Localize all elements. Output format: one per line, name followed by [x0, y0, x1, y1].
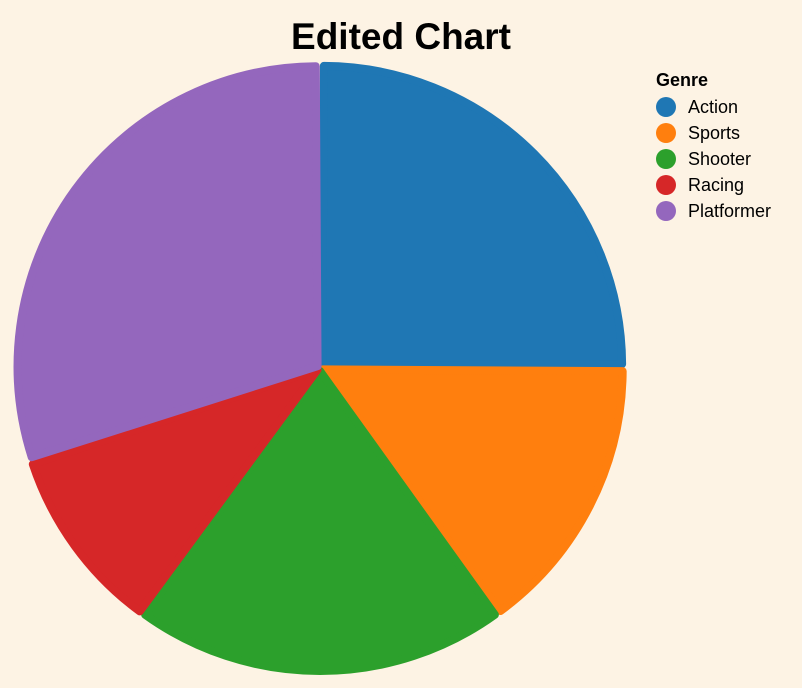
legend-swatch-platformer	[656, 201, 676, 221]
legend-items: Action Sports Shooter Racing Platformer	[656, 94, 771, 224]
legend-label-racing: Racing	[688, 175, 745, 195]
pie-slice-shooter[interactable]	[141, 367, 499, 675]
legend-swatch-action	[656, 97, 676, 117]
legend-item-action[interactable]: Action	[656, 94, 771, 120]
pie-slice-sports[interactable]	[318, 365, 627, 616]
pie-slice-action[interactable]	[318, 61, 627, 370]
legend-item-platformer[interactable]: Platformer	[656, 198, 771, 224]
legend-label-action: Action	[688, 97, 739, 117]
legend-item-racing[interactable]: Racing	[656, 172, 771, 198]
legend-swatch-racing	[656, 175, 676, 195]
legend-title: Genre	[656, 70, 709, 90]
pie-slice-platformer[interactable]	[13, 62, 322, 462]
chart-title: Edited Chart	[291, 16, 511, 57]
legend-label-platformer: Platformer	[688, 201, 772, 221]
legend: Genre Action Sports Shooter Racing Platforme…	[656, 68, 771, 224]
legend-swatch-shooter	[656, 149, 676, 169]
legend-item-sports[interactable]: Sports	[656, 120, 771, 146]
legend-swatch-sports	[656, 123, 676, 143]
legend-item-shooter[interactable]: Shooter	[656, 146, 771, 172]
pie-slice-racing[interactable]	[28, 365, 322, 616]
legend-label-shooter: Shooter	[688, 149, 752, 169]
legend-label-sports: Sports	[688, 123, 741, 143]
